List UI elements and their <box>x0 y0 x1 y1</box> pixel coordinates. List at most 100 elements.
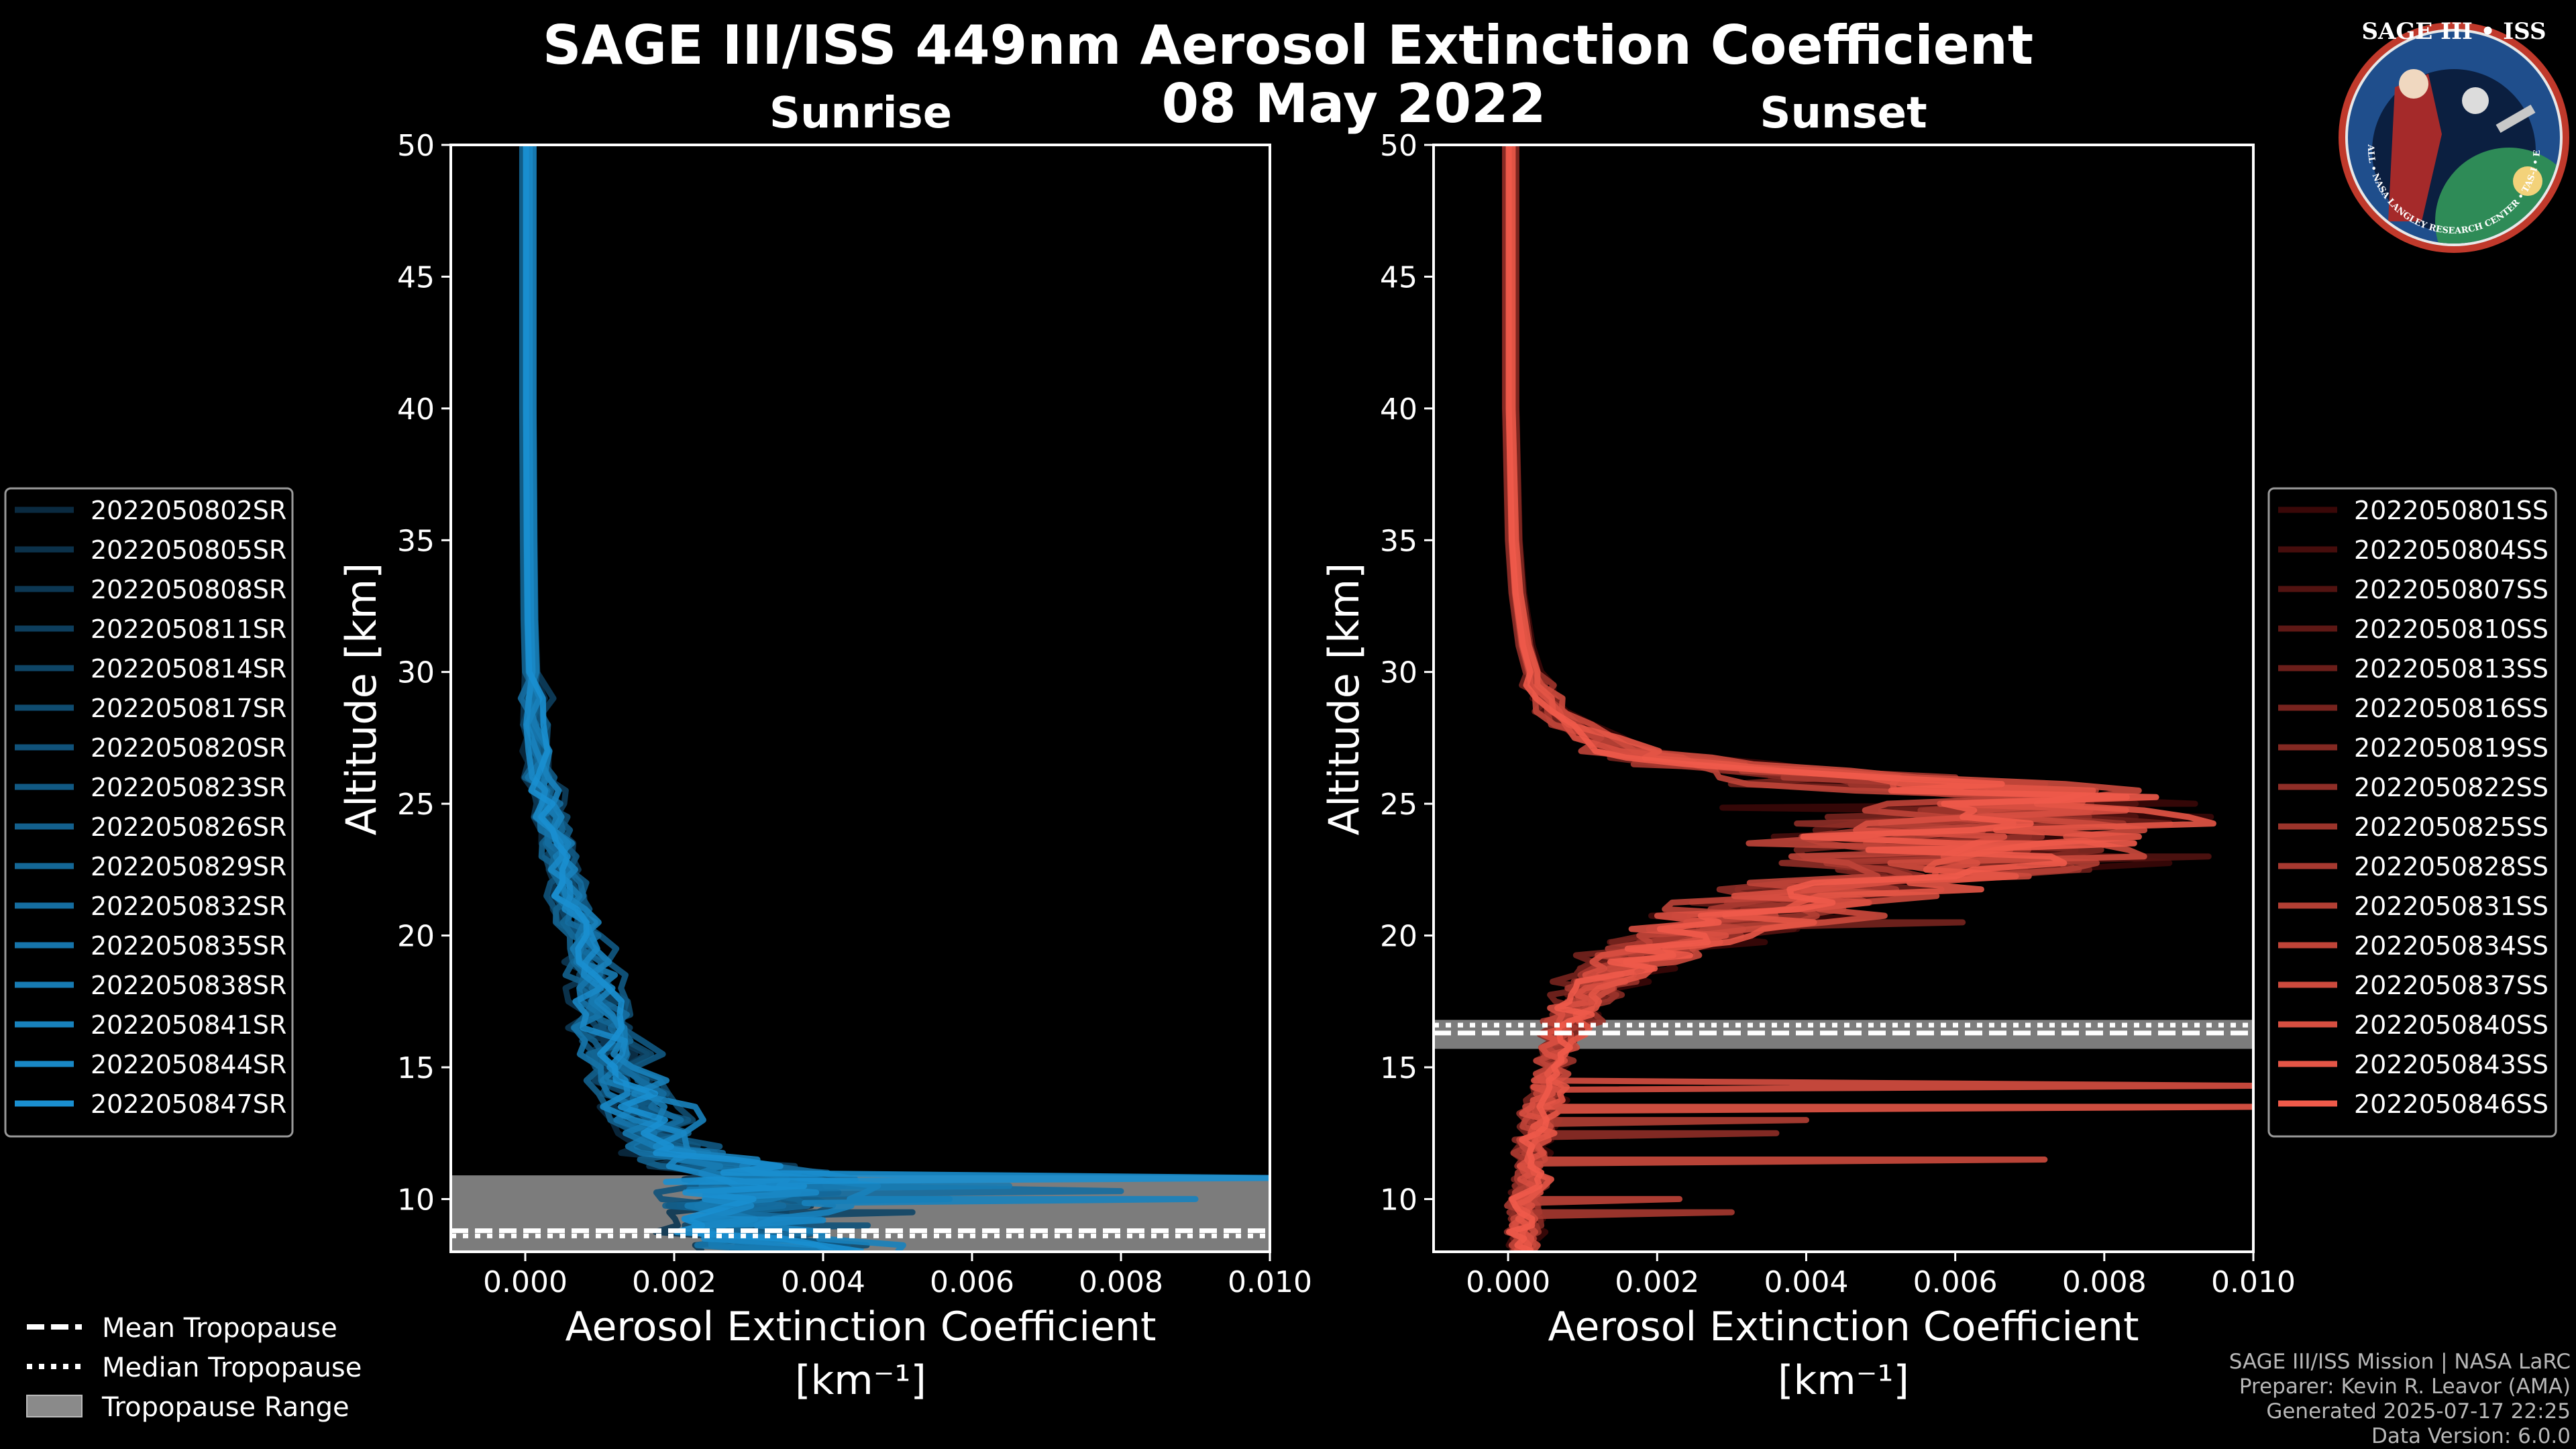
legend-label-2022050810SS: 2022050810SS <box>2354 614 2548 644</box>
legend-label-2022050820SR: 2022050820SR <box>91 733 286 763</box>
panel-sunset: 10 15 20 25 30 35 40 45 50 0.000 0.002 0.004 0.006 0.… <box>1380 129 2296 1299</box>
legend-label-2022050838SR: 2022050838SR <box>91 971 286 1000</box>
panel-title-sunrise: Sunrise <box>769 89 952 138</box>
legend-label-2022050817SR: 2022050817SR <box>91 694 286 723</box>
plot-area <box>451 145 1270 1252</box>
legend-tropopause-range-swatch <box>26 1395 83 1417</box>
legend-label-2022050843SS: 2022050843SS <box>2354 1050 2548 1079</box>
legend-label-2022050805SR: 2022050805SR <box>91 535 286 565</box>
legend-label-2022050829SR: 2022050829SR <box>91 852 286 881</box>
y-tick-label: 45 <box>397 260 435 294</box>
ylabel-sunset: Altitude [km] <box>1320 563 1368 836</box>
y-tick-label: 35 <box>397 524 435 558</box>
y-tick-label: 10 <box>397 1183 435 1217</box>
legend-tropopause: Mean Tropopause Median Tropopause Tropop… <box>26 1313 362 1423</box>
y-tick-label: 50 <box>1380 129 1417 163</box>
legend-sunset: 2022050801SS 2022050804SS 2022050807SS 2022… <box>2267 487 2557 1138</box>
legend-label-2022050844SR: 2022050844SR <box>91 1050 286 1079</box>
x-tick-label: 0.010 <box>1228 1265 1312 1299</box>
footer-preparer: Preparer: Kevin R. Leavor (AMA) <box>2239 1375 2571 1399</box>
legend-label-2022050823SR: 2022050823SR <box>91 773 286 802</box>
xlabel-units-sunset: [km⁻¹] <box>1778 1357 1909 1404</box>
panel-title-sunset: Sunset <box>1760 89 1927 138</box>
x-tick-label: 0.000 <box>483 1265 568 1299</box>
legend-median-tropopause-label: Median Tropopause <box>102 1352 362 1383</box>
logo-figure-head-icon <box>2399 69 2428 99</box>
legend-label-2022050825SS: 2022050825SS <box>2354 812 2548 842</box>
x-tick-label: 0.004 <box>781 1265 865 1299</box>
y-tick-label: 25 <box>1380 788 1417 822</box>
legend-label-2022050816SS: 2022050816SS <box>2354 694 2548 723</box>
legend-label-2022050808SR: 2022050808SR <box>91 575 286 604</box>
footer: SAGE III/ISS Mission | NASA LaRC Prepare… <box>2229 1350 2571 1448</box>
logo-station-icon <box>2496 104 2536 133</box>
x-tick-label: 0.002 <box>1615 1265 1699 1299</box>
y-tick-label: 50 <box>397 129 435 163</box>
y-tick-label: 40 <box>1380 392 1417 427</box>
x-tick-label: 0.008 <box>1079 1265 1163 1299</box>
profile-2022050847SR <box>523 145 1270 1252</box>
chart-subtitle: 08 May 2022 <box>1162 72 1546 135</box>
legend-label-2022050813SS: 2022050813SS <box>2354 654 2548 684</box>
legend-label-2022050832SR: 2022050832SR <box>91 892 286 921</box>
chart-title: SAGE III/ISS 449nm Aerosol Extinction Co… <box>543 14 2033 76</box>
legend-mean-tropopause-label: Mean Tropopause <box>102 1313 337 1344</box>
y-tick-label: 40 <box>397 392 435 427</box>
x-tick-label: 0.008 <box>2062 1265 2147 1299</box>
y-tick-label: 20 <box>1380 920 1417 954</box>
axes-frame <box>449 144 1271 1253</box>
logo-earth-icon <box>2435 148 2560 244</box>
x-tick-label: 0.004 <box>1764 1265 1848 1299</box>
legend-label-2022050834SS: 2022050834SS <box>2354 931 2548 961</box>
xlabel-sunrise: Aerosol Extinction Coefficient <box>566 1303 1157 1350</box>
legend-box <box>4 487 294 1138</box>
legend-label-2022050840SS: 2022050840SS <box>2354 1010 2548 1040</box>
legend-label-2022050804SS: 2022050804SS <box>2354 535 2548 565</box>
legend-box <box>2267 487 2557 1138</box>
legend-label-2022050837SS: 2022050837SS <box>2354 971 2548 1000</box>
legend-tropopause-range-label: Tropopause Range <box>101 1392 350 1423</box>
legend-label-2022050819SS: 2022050819SS <box>2354 733 2548 763</box>
panel-sunrise: 10 15 20 25 30 35 40 45 50 0.000 0.002 0.004 0.006 0.… <box>397 129 1312 1299</box>
profile-2022050841SR <box>523 145 1199 1252</box>
legend-label-2022050802SR: 2022050802SR <box>91 496 286 525</box>
y-tick-label: 45 <box>1380 260 1417 294</box>
legend-label-2022050807SS: 2022050807SS <box>2354 575 2548 604</box>
legend-label-2022050822SS: 2022050822SS <box>2354 773 2548 802</box>
y-tick-label: 20 <box>397 920 435 954</box>
profile-2022050846SS <box>1505 145 2159 1252</box>
footer-data-version: Data Version: 6.0.0 <box>2371 1424 2571 1448</box>
legend-label-2022050835SR: 2022050835SR <box>91 931 286 961</box>
footer-mission: SAGE III/ISS Mission | NASA LaRC <box>2229 1350 2571 1374</box>
legend-sunrise: 2022050802SR 2022050805SR 2022050808SR 2022… <box>4 487 294 1138</box>
x-tick-label: 0.010 <box>2211 1265 2296 1299</box>
legend-label-2022050828SS: 2022050828SS <box>2354 852 2548 881</box>
footer-generated: Generated 2025-07-17 22:25 <box>2266 1399 2571 1424</box>
x-tick-label: 0.000 <box>1466 1265 1550 1299</box>
logo-moon-icon <box>2462 87 2489 114</box>
xlabel-sunset: Aerosol Extinction Coefficient <box>1548 1303 2139 1350</box>
plot-area <box>1434 145 2253 1252</box>
logo-sun-icon <box>2513 166 2542 196</box>
ylabel-sunrise: Altitude [km] <box>337 563 386 836</box>
logo-title: SAGE III • ISS <box>2361 18 2546 45</box>
axes-frame <box>1432 144 2255 1253</box>
y-tick-label: 35 <box>1380 524 1417 558</box>
legend-label-2022050846SS: 2022050846SS <box>2354 1089 2548 1119</box>
logo-figure-icon <box>2388 74 2442 221</box>
legend-label-2022050801SS: 2022050801SS <box>2354 496 2548 525</box>
y-tick-label: 30 <box>1380 656 1417 690</box>
y-tick-label: 15 <box>397 1051 435 1085</box>
y-tick-label: 10 <box>1380 1183 1417 1217</box>
x-tick-label: 0.002 <box>632 1265 716 1299</box>
y-tick-label: 30 <box>397 656 435 690</box>
legend-label-2022050814SR: 2022050814SR <box>91 654 286 684</box>
legend-label-2022050831SS: 2022050831SS <box>2354 892 2548 921</box>
legend-label-2022050841SR: 2022050841SR <box>91 1010 286 1040</box>
x-tick-label: 0.006 <box>930 1265 1014 1299</box>
legend-label-2022050847SR: 2022050847SR <box>91 1089 286 1119</box>
x-tick-label: 0.006 <box>1913 1265 1998 1299</box>
y-tick-label: 15 <box>1380 1051 1417 1085</box>
xlabel-units-sunrise: [km⁻¹] <box>795 1357 926 1404</box>
